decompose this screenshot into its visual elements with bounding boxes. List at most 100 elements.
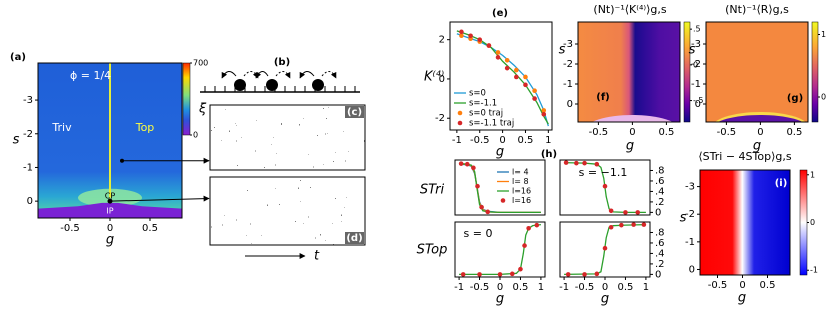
y-tick-label: -2 bbox=[691, 59, 701, 70]
hop-arrow bbox=[255, 71, 269, 79]
legend-label: l=16 bbox=[512, 187, 531, 196]
panel-label: (h) bbox=[541, 149, 557, 160]
image-frame bbox=[209, 176, 366, 246]
image-frame bbox=[209, 104, 366, 171]
legend-swatch bbox=[500, 198, 506, 203]
legend-label: l=16 bbox=[512, 196, 531, 205]
y-axis-label: s bbox=[689, 43, 696, 58]
data-point bbox=[523, 74, 528, 80]
y-tick-label: -1 bbox=[23, 162, 33, 173]
data-point bbox=[631, 222, 636, 227]
data-point bbox=[608, 208, 614, 214]
x-tick-label: 0 bbox=[757, 127, 763, 138]
x-axis-label: g bbox=[496, 292, 504, 307]
y-tick-label: .4 bbox=[655, 248, 665, 259]
colorbar-label: ξ bbox=[198, 102, 207, 117]
panel-label: (a) bbox=[10, 52, 26, 63]
y-axis-label: STri bbox=[420, 183, 445, 198]
particle bbox=[234, 79, 246, 91]
colorbar-tick-label: 1 bbox=[810, 170, 815, 179]
data-point bbox=[485, 209, 491, 215]
data-point bbox=[495, 50, 501, 55]
data-point bbox=[509, 271, 515, 277]
heatmap-field bbox=[38, 202, 182, 218]
colorbar bbox=[683, 21, 691, 123]
y-axis-label: s bbox=[13, 133, 20, 148]
plot-area bbox=[456, 29, 549, 127]
lattice-sites bbox=[204, 86, 356, 92]
legend-swatch bbox=[457, 120, 463, 126]
x-tick-label: -0.5 bbox=[60, 223, 80, 234]
data-point bbox=[534, 222, 540, 228]
colorbar-tick-label: 0 bbox=[693, 60, 698, 69]
y-tick-label: .8 bbox=[655, 227, 665, 238]
heatmap-field bbox=[578, 22, 680, 122]
annotation: CP bbox=[105, 192, 116, 201]
x-axis-label: g bbox=[626, 139, 634, 154]
data-point bbox=[479, 204, 484, 210]
annotation: s = −1.1 bbox=[579, 166, 628, 179]
trajectory-image bbox=[209, 176, 366, 246]
chart-title: (Nt)⁻¹⟨K⁽⁴⁾⟩g,s bbox=[593, 3, 666, 16]
legend-label: s=0 traj bbox=[469, 109, 503, 119]
lattice-diagram: (b) bbox=[200, 57, 360, 93]
x-tick-label: 0.5 bbox=[513, 282, 529, 293]
colorbar-tick-label: -.5 bbox=[693, 96, 704, 105]
heatmap-field bbox=[700, 170, 790, 275]
y-tick-label: 0 bbox=[439, 74, 445, 85]
axes-frame bbox=[705, 21, 809, 123]
series-line bbox=[459, 163, 541, 214]
y-tick-label: -3 bbox=[691, 39, 701, 50]
data-point bbox=[608, 224, 614, 230]
annotation: s = 0 bbox=[464, 227, 493, 240]
data-point bbox=[458, 161, 464, 166]
y-tick-label: -2 bbox=[435, 113, 445, 124]
x-axis-label: g bbox=[496, 145, 504, 160]
axes-frame bbox=[454, 159, 546, 216]
heatmap-field bbox=[718, 115, 803, 122]
colorbar bbox=[811, 21, 819, 123]
data-point bbox=[594, 271, 600, 277]
x-tick-label: -0.5 bbox=[708, 280, 728, 291]
colorbar-tick-label: -1 bbox=[810, 266, 818, 275]
x-tick-label: 0.5 bbox=[618, 282, 634, 293]
data-point bbox=[582, 272, 587, 277]
y-tick-label: -3 bbox=[563, 39, 573, 50]
x-tick-label: -1 bbox=[454, 282, 464, 293]
series-line bbox=[459, 223, 541, 276]
data-point bbox=[504, 65, 510, 71]
data-point bbox=[623, 210, 628, 215]
data-point bbox=[495, 55, 501, 60]
chart-title: (Nt)⁻¹⟨R⟩g,s bbox=[725, 3, 789, 16]
annotation: IP bbox=[106, 207, 113, 216]
label-box bbox=[345, 106, 364, 118]
y-tick-label: 0 bbox=[27, 196, 33, 207]
hop-arrow bbox=[275, 71, 291, 79]
data-point bbox=[459, 33, 464, 39]
data-point bbox=[541, 108, 547, 113]
y-tick-label: .6 bbox=[655, 176, 665, 187]
y-tick-label: -2 bbox=[563, 59, 573, 70]
annotation: Top bbox=[135, 121, 155, 134]
data-point bbox=[541, 111, 547, 117]
data-point bbox=[574, 160, 579, 166]
data-point bbox=[532, 96, 537, 101]
data-point bbox=[464, 161, 470, 167]
x-tick-label: -0.5 bbox=[470, 282, 490, 293]
x-tick-label: -1 bbox=[452, 135, 462, 146]
colorbar bbox=[799, 169, 808, 276]
colorbar-tick-label: .5 bbox=[693, 25, 701, 34]
legend-swatch bbox=[457, 110, 463, 116]
x-axis-label: g bbox=[601, 292, 609, 307]
plot-area bbox=[459, 222, 541, 277]
data-point bbox=[497, 272, 503, 277]
y-tick-label: 2 bbox=[439, 35, 445, 46]
y-tick-label: -1 bbox=[685, 237, 695, 248]
x-tick-label: 0 bbox=[499, 135, 505, 146]
y-tick-label: 0 bbox=[689, 264, 695, 275]
x-axis-label: g bbox=[753, 139, 761, 154]
y-axis-label: K⁽⁴⁾ bbox=[424, 70, 444, 85]
x-tick-label: 1 bbox=[545, 135, 551, 146]
time-label: t bbox=[314, 249, 320, 264]
particle bbox=[266, 79, 278, 91]
